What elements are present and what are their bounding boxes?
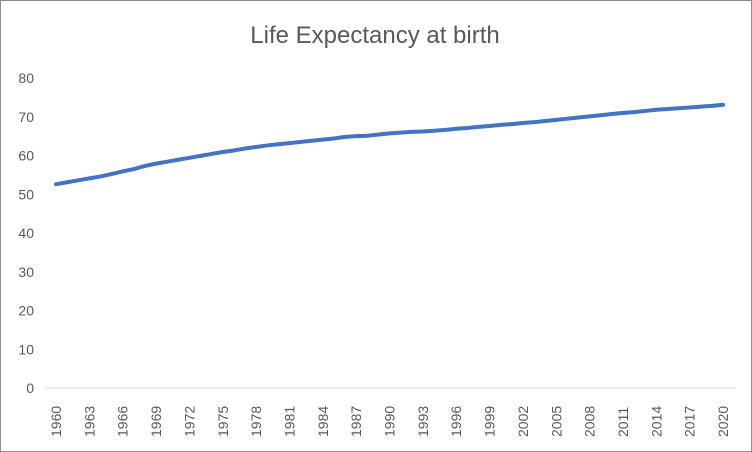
x-tick-label: 1990 xyxy=(382,406,398,437)
x-tick-label: 2017 xyxy=(682,406,698,437)
y-tick-label: 30 xyxy=(18,264,34,280)
y-tick-label: 0 xyxy=(26,380,34,396)
x-tick-label: 1966 xyxy=(115,406,131,437)
x-tick-label: 1987 xyxy=(348,406,364,437)
x-tick-label: 2008 xyxy=(582,406,598,437)
y-tick-label: 50 xyxy=(18,186,34,202)
y-tick-label: 20 xyxy=(18,303,34,319)
x-tick-label: 2011 xyxy=(615,407,631,437)
x-tick-label: 2020 xyxy=(715,406,731,437)
x-tick-label: 1996 xyxy=(448,406,464,437)
x-tick-label: 2005 xyxy=(548,406,564,437)
x-tick-label: 1999 xyxy=(482,406,498,437)
x-tick-label: 1963 xyxy=(81,406,97,437)
x-tick-label: 1975 xyxy=(215,406,231,437)
x-tick-label: 1993 xyxy=(415,406,431,437)
life-expectancy-line xyxy=(54,102,725,187)
x-tick-label: 1978 xyxy=(248,406,264,437)
x-tick-label: 2002 xyxy=(515,406,531,437)
y-tick-label: 70 xyxy=(18,109,34,125)
x-tick-label: 1984 xyxy=(315,406,331,437)
x-tick-label: 1981 xyxy=(281,406,297,437)
y-axis-ticks: 0 10 20 30 40 50 60 70 80 xyxy=(18,70,34,396)
x-tick-label: 2014 xyxy=(648,406,664,437)
x-axis-ticks: 1960 1963 1966 1969 1972 1975 1978 1981 1984 1987… xyxy=(48,406,731,437)
chart-title: Life Expectancy at birth xyxy=(250,22,500,49)
y-tick-label: 80 xyxy=(18,70,34,86)
x-tick-label: 1960 xyxy=(48,406,64,437)
y-tick-label: 60 xyxy=(18,148,34,164)
y-tick-label: 40 xyxy=(18,225,34,241)
y-tick-label: 10 xyxy=(18,341,34,357)
x-tick-label: 1969 xyxy=(148,406,164,437)
x-tick-label: 1972 xyxy=(181,406,197,437)
